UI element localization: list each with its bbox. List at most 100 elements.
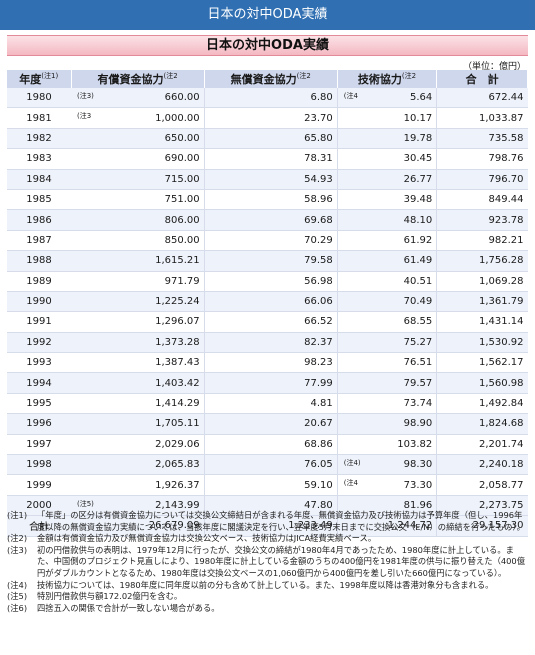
cell-total: 1,560.98	[436, 372, 528, 394]
cell-total: 735.58	[436, 128, 528, 150]
section-heading: 日本の対中ODA実績	[7, 35, 528, 56]
cell-loan: 1,296.07	[71, 311, 205, 333]
cell-grant: 54.93	[203, 169, 338, 190]
header-tech: 技術協力(注2	[337, 70, 438, 88]
total-sum: 29,157.30	[436, 515, 528, 537]
cell-tech: 61.49	[336, 250, 437, 272]
cell-loan: 971.79	[71, 271, 205, 292]
cell-grant: 66.52	[203, 311, 338, 333]
cell-loan: 1,615.21	[71, 250, 205, 272]
cell-grant: 47.80	[203, 495, 338, 517]
cell-grant: 20.67	[203, 413, 338, 435]
window-title-bar: 日本の対中ODA実績	[0, 0, 535, 30]
oda-table: 年度(注1) 有償資金協力(注2 無償資金協力(注2 技術協力(注2 合 計 1…	[7, 70, 528, 537]
cell-tech: 73.74	[336, 393, 437, 415]
cell-total: 1,824.68	[436, 413, 528, 435]
cell-total: 2,201.74	[436, 434, 528, 456]
cell-total: 1,492.84	[436, 393, 528, 415]
cell-grant: 66.06	[203, 291, 338, 313]
cell-grant: 76.05	[203, 454, 338, 476]
cell-total: 982.21	[436, 230, 528, 252]
footnote-text: 技術協力については、1980年度に同年度以前の分も含めて計上している。また、19…	[37, 579, 494, 590]
cell-grant: 68.86	[203, 434, 338, 456]
unit-label: （単位：億円）	[462, 62, 526, 72]
cell-total: 1,361.79	[436, 291, 528, 313]
cell-total: 1,431.14	[436, 311, 528, 333]
footnote-label: (注2)	[7, 533, 28, 544]
cell-grant: 69.68	[203, 209, 338, 231]
cell-tech: 10.17	[336, 107, 437, 129]
cell-tech: 61.92	[336, 230, 437, 252]
cell-grant: 79.58	[203, 250, 338, 272]
table-row: 1987 850.00 70.29 61.92 982.21	[7, 230, 528, 252]
cell-year: 1982	[7, 128, 71, 150]
cell-year: 1993	[7, 352, 71, 374]
cell-year: 1989	[7, 271, 71, 292]
total-tech: 1,244.72	[336, 515, 437, 537]
cell-note: (注4	[343, 92, 358, 100]
cell-year: 1990	[7, 291, 71, 313]
section-title: 日本の対中ODA実績	[206, 38, 329, 53]
footnote: (注1) 「年度」の区分は有償資金協力については交換公文締結日が含まれる年度、無償…	[7, 510, 528, 533]
footnote-label: (注3)	[7, 544, 28, 555]
cell-loan: (注3) 660.00	[71, 88, 205, 109]
footnote: (注3) 初の円借款供与の表明は、1979年12月に行ったが、交換公文の締結が19…	[7, 545, 528, 580]
cell-loan: 1,403.42	[71, 372, 205, 394]
table-row: 1991 1,296.07 66.52 68.55 1,431.14	[7, 311, 528, 333]
cell-loan: 751.00	[71, 189, 205, 211]
table-row: 1994 1,403.42 77.99 79.57 1,560.98	[7, 372, 528, 394]
cell-loan: 1,373.28	[71, 332, 205, 354]
cell-note: (注4)	[343, 459, 361, 468]
total-label: 合計	[7, 515, 71, 537]
cell-tech: 40.51	[336, 271, 437, 292]
table-row: 1992 1,373.28 82.37 75.27 1,530.92	[7, 332, 528, 354]
cell-tech: 70.49	[336, 291, 437, 313]
cell-loan: 715.00	[71, 169, 205, 190]
cell-year: 1987	[7, 230, 71, 252]
header-year: 年度(注1)	[7, 70, 72, 88]
table-row: 1982 650.00 65.80 19.78 735.58	[7, 128, 528, 150]
cell-year: 1988	[7, 250, 71, 272]
cell-grant: 98.23	[203, 352, 338, 374]
cell-loan: 2,029.06	[71, 434, 205, 456]
table-row: 1996 1,705.11 20.67 98.90 1,824.68	[7, 413, 528, 435]
table-row: 1995 1,414.29 4.81 73.74 1,492.84	[7, 393, 528, 415]
cell-total: 1,562.17	[436, 352, 528, 374]
cell-total: 796.70	[436, 169, 528, 190]
table-row: 1981 (注3 1,000.00 23.70 10.17 1,033.87	[7, 107, 528, 129]
table-row: 1999 1,926.37 59.10 (注4 73.30 2,058.77	[7, 474, 528, 496]
cell-tech: (注4) 98.30	[336, 454, 437, 476]
cell-tech: 39.48	[336, 189, 437, 211]
table-header-row: 年度(注1) 有償資金協力(注2 無償資金協力(注2 技術協力(注2 合 計	[7, 70, 528, 88]
cell-note: (注3	[77, 112, 92, 121]
cell-grant: 77.99	[203, 372, 338, 394]
cell-total: 1,530.92	[436, 332, 528, 354]
table-row: 1988 1,615.21 79.58 61.49 1,756.28	[7, 250, 528, 272]
footnote-text: 四捨五入の関係で合計が一致しない場合がある。	[37, 602, 220, 613]
table-row: 1990 1,225.24 66.06 70.49 1,361.79	[7, 291, 528, 313]
cell-total: 849.44	[436, 189, 528, 211]
cell-tech: 98.90	[336, 413, 437, 435]
cell-year: 1998	[7, 454, 71, 476]
header-total: 合 計	[436, 70, 528, 88]
footnote-text: 特別円借款供与額172.02億円を含む。	[37, 591, 183, 602]
cell-total: 2,273.75	[436, 495, 528, 517]
footnotes: (注1) 「年度」の区分は有償資金協力については交換公文締結日が含まれる年度、無償…	[7, 510, 528, 614]
cell-grant: 65.80	[203, 128, 338, 150]
cell-note: (注5)	[77, 499, 94, 508]
footnote-text: 「年度」の区分は有償資金協力については交換公文締結日が含まれる年度、無償資金協力…	[37, 510, 525, 532]
cell-year: 1994	[7, 372, 71, 394]
cell-tech: 103.82	[336, 434, 437, 456]
cell-total: 672.44	[436, 88, 528, 109]
cell-loan: (注3 1,000.00	[71, 107, 205, 129]
footnote: (注5) 特別円借款供与額172.02億円を含む。	[7, 591, 528, 603]
cell-loan: 1,926.37	[71, 474, 205, 496]
cell-grant: 59.10	[203, 474, 338, 496]
table-row: 1984 715.00 54.93 26.77 796.70	[7, 169, 528, 190]
cell-year: 1995	[7, 393, 71, 415]
cell-year: 1984	[7, 169, 71, 190]
cell-total: 1,033.87	[436, 107, 528, 129]
cell-tech: 30.45	[336, 148, 437, 170]
cell-loan: 1,705.11	[71, 413, 205, 435]
cell-total: 1,069.28	[436, 271, 528, 292]
